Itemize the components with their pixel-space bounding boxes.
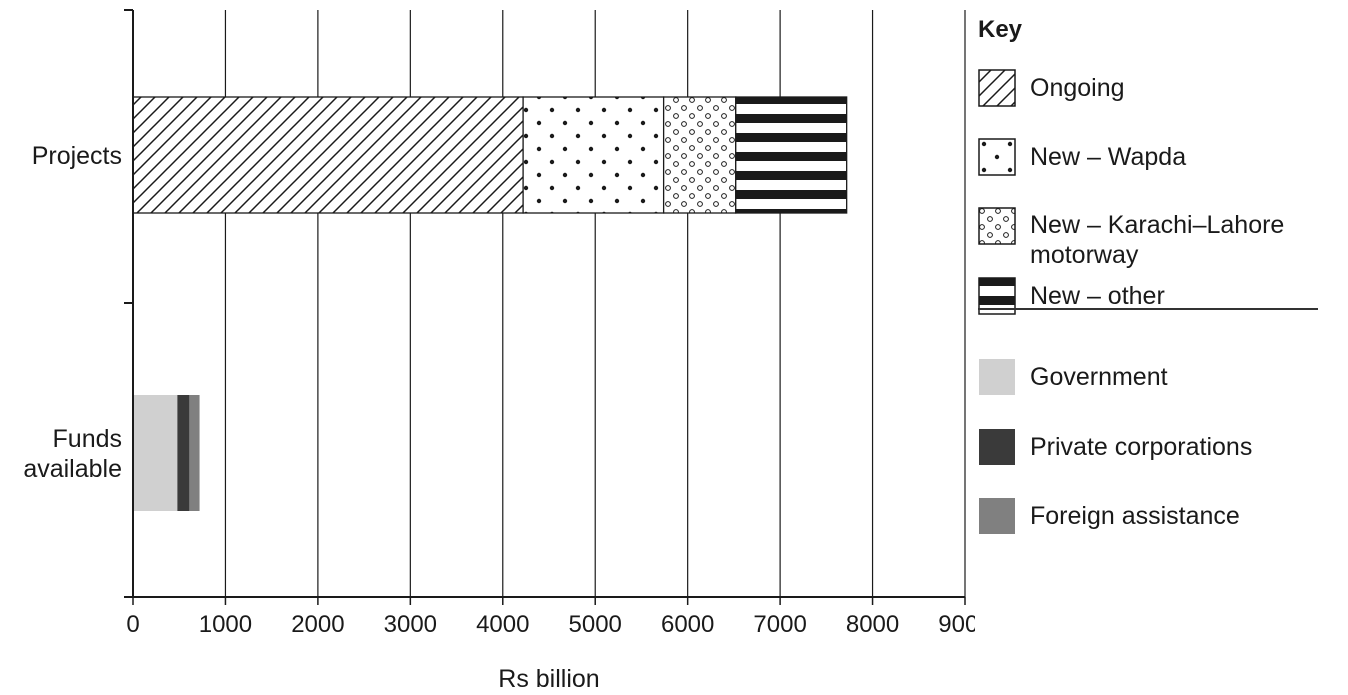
x-axis-label: Rs billion <box>498 665 599 693</box>
category-label: Funds <box>53 425 122 453</box>
legend-swatch <box>979 498 1015 534</box>
x-tick-label: 2000 <box>291 611 344 638</box>
x-tick-label: 7000 <box>753 611 806 638</box>
bar-segment-ongoing <box>132 96 524 214</box>
legend-label: New – Karachi–Lahore <box>1030 211 1285 239</box>
bar-segment-private-corporations <box>177 395 190 511</box>
x-tick-label: 4000 <box>476 611 529 638</box>
legend-label: motorway <box>1030 241 1139 269</box>
legend-label: Government <box>1030 363 1168 391</box>
legend-swatch <box>978 207 1016 245</box>
x-tick-label: 0 <box>126 611 139 638</box>
legend: Key Ongoing New – Wapda New – Karachi–Laho… <box>978 0 1338 695</box>
x-tick-label: 6000 <box>661 611 714 638</box>
legend-swatch <box>979 359 1015 395</box>
legend-label: Private corporations <box>1030 433 1253 461</box>
x-tick-label: 5000 <box>569 611 622 638</box>
category-label: available <box>23 455 122 483</box>
legend-label: New – Wapda <box>1030 143 1187 171</box>
bar-chart: 0 1000 2000 3000 4000 5000 6000 7000 8000 9000 Rs … <box>23 9 975 693</box>
legend-divider <box>978 308 1318 310</box>
x-tick-label: 9000 <box>938 611 975 638</box>
legend-label: Ongoing <box>1030 74 1125 102</box>
category-label: Projects <box>32 142 122 170</box>
bar-segment-new-wapda <box>522 96 665 214</box>
legend-swatch <box>978 138 1016 176</box>
bar-segment-foreign-assistance <box>189 395 200 511</box>
x-tick-label: 8000 <box>846 611 899 638</box>
legend-label: Foreign assistance <box>1030 502 1240 530</box>
bar-segment-new-other <box>735 96 848 214</box>
legend-title: Key <box>978 16 1023 43</box>
legend-swatch <box>978 69 1016 107</box>
bar-segment-new-karachi-lahore-motorway <box>662 96 737 214</box>
legend-swatch <box>979 429 1015 465</box>
legend-label: New – other <box>1030 282 1165 310</box>
bar-segment-government <box>133 395 178 511</box>
x-tick-label: 1000 <box>199 611 252 638</box>
x-tick-label: 3000 <box>384 611 437 638</box>
